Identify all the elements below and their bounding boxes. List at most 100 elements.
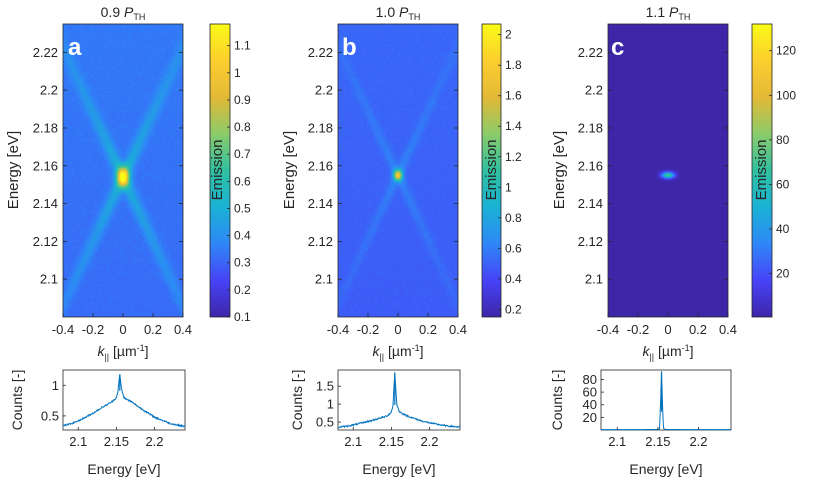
- panel-a-title: 0.9 PTH: [101, 4, 146, 22]
- ytick-label: 2.18: [33, 120, 58, 135]
- colorbar-tick-label: 80: [776, 133, 790, 147]
- panel-b-xlabel: k|| [µm-1]: [372, 343, 423, 362]
- spectrum-ytick-label: 20: [583, 410, 597, 425]
- spectrum-line: [62, 374, 185, 428]
- colorbar-tick-label: 1.8: [505, 58, 522, 72]
- ytick-label: 2.22: [308, 45, 333, 60]
- ytick-label: 2.14: [308, 196, 333, 211]
- panel-a-letter: a: [68, 34, 82, 61]
- xtick-label: 0.2: [419, 322, 437, 337]
- xtick-label: 0: [664, 322, 671, 337]
- xtick-label: 0.4: [174, 322, 192, 337]
- panel-c-yticks: 2.1 2.12 2.14 2.16 2.18 2.2 2.22: [578, 45, 728, 287]
- panel-c-spectrum-ylabel: Counts [-]: [549, 370, 565, 431]
- panel-b-ylabel: Energy [eV]: [281, 131, 298, 209]
- panel-b-spectrum-xlabel: Energy [eV]: [362, 461, 435, 477]
- ytick-label: 2.16: [33, 158, 58, 173]
- panel-b-spectrum: Counts [-] Energy [eV] 2.1 2.15 2.2 0.5 1 1.5: [289, 369, 461, 477]
- panel-c-xlabel: k|| [µm-1]: [642, 343, 693, 362]
- ytick-label: 2.1: [585, 272, 603, 287]
- xtick-label: -0.2: [627, 322, 649, 337]
- panel-a-spectrum: Counts [-] Energy [eV] 2.1 2.15 2.2 0.5 1: [9, 369, 186, 477]
- panel-c-letter: c: [611, 34, 624, 61]
- ytick-label: 2.1: [315, 272, 333, 287]
- colorbar-tick-label: 1.2: [505, 150, 522, 164]
- colorbar-tick-label: 0.2: [505, 302, 522, 316]
- colorbar-tick-label: 0.3: [234, 256, 251, 270]
- spectrum-xtick-label: 2.2: [145, 434, 163, 449]
- ytick-label: 2.22: [33, 45, 58, 60]
- colorbar-tick-label: 20: [776, 267, 790, 281]
- colorbar-tick-label: 0.8: [234, 120, 251, 134]
- colorbar-tick-label: 0.4: [234, 229, 251, 243]
- spectrum-ytick-label: 1.5: [316, 379, 334, 394]
- xtick-label: 0.2: [689, 322, 707, 337]
- xtick-label: -0.4: [327, 322, 349, 337]
- ytick-label: 2.12: [33, 234, 58, 249]
- colorbar-tick-label: 1: [505, 180, 512, 194]
- spectrum-ytick-label: 0.5: [41, 408, 59, 423]
- colorbar-tick-label: 0.5: [234, 201, 251, 215]
- spectrum-ytick-label: 0.5: [316, 415, 334, 430]
- ytick-label: 2.14: [33, 196, 58, 211]
- spectrum-xtick-label: 2.15: [379, 434, 404, 449]
- colorbar-tick-label: 0.2: [234, 283, 251, 297]
- xtick-label: 0.2: [144, 322, 162, 337]
- colorbar-tick-label: 0.1: [234, 310, 251, 324]
- panel-b-letter: b: [342, 34, 357, 61]
- panel-a-heatmap: [63, 24, 183, 317]
- xtick-label: 0.4: [449, 322, 467, 337]
- spectrum-xtick-label: 2.15: [104, 434, 129, 449]
- xtick-label: -0.2: [357, 322, 379, 337]
- ytick-label: 2.12: [578, 234, 603, 249]
- panel-b: 1.0 PTH b 2.1 2.12 2.14 2.16 2.18 2.2 2.22 -0.…: [281, 4, 522, 362]
- panel-b-colorbar-label: Emission: [483, 140, 500, 201]
- panel-a-colorbar: [209, 23, 231, 318]
- xtick-label: 0.4: [719, 322, 737, 337]
- panel-c-xticks: -0.4 -0.2 0 0.2 0.4: [597, 313, 737, 337]
- panel-b-yticks: 2.1 2.12 2.14 2.16 2.18 2.2 2.22: [308, 45, 458, 287]
- spectrum-axes-box: [337, 369, 461, 431]
- colorbar-tick-label: 0.6: [234, 174, 251, 188]
- panel-a: 0.9 PTH a 2.1 2.12 2.14 2.16 2.18 2.2 2.22 -0.…: [5, 4, 251, 362]
- panel-b-colorbar: [481, 23, 502, 318]
- ytick-label: 2.22: [578, 45, 603, 60]
- ytick-label: 2.2: [315, 83, 333, 98]
- colorbar-tick-label: 40: [776, 222, 790, 236]
- ytick-label: 2.16: [578, 158, 603, 173]
- xtick-label: 0: [394, 322, 401, 337]
- panel-c-spectrum: Counts [-] Energy [eV] 2.1 2.15 2.2 2040608…: [549, 369, 732, 477]
- panel-a-xticks: -0.4 -0.2 0 0.2 0.4: [52, 313, 192, 337]
- spectrum-xtick-label: 2.15: [645, 434, 670, 449]
- spectrum-axes-box: [62, 369, 186, 431]
- spectrum-ytick-label: 60: [583, 385, 597, 400]
- panel-c-title: 1.1 PTH: [646, 4, 691, 22]
- panel-c-colorbar-label: Emission: [753, 140, 770, 201]
- colorbar-tick-label: 2: [505, 28, 512, 42]
- colorbar-tick-label: 0.7: [234, 147, 251, 161]
- spectrum-xtick-label: 2.1: [344, 434, 362, 449]
- panel-a-spectrum-ylabel: Counts [-]: [9, 370, 25, 431]
- panel-c-colorbar-ticks: 20 40 60 80 100 120: [769, 44, 796, 281]
- panel-b-heatmap: [338, 24, 458, 317]
- xtick-label: -0.4: [52, 322, 74, 337]
- ytick-label: 2.2: [40, 83, 58, 98]
- colorbar-tick-label: 120: [776, 44, 796, 58]
- spectrum-ytick-label: 40: [583, 397, 597, 412]
- panel-b-colorbar-ticks: 0.2 0.4 0.6 0.8 1 1.2 1.4 1.6 1.8 2: [498, 28, 522, 316]
- colorbar-tick-label: 0.8: [505, 211, 522, 225]
- ytick-label: 2.2: [585, 83, 603, 98]
- ytick-label: 2.18: [578, 120, 603, 135]
- colorbar-tick-label: 100: [776, 88, 796, 102]
- panel-a-spectrum-xlabel: Energy [eV]: [87, 461, 160, 477]
- colorbar-tick-label: 0.4: [505, 272, 522, 286]
- panel-b-title: 1.0 PTH: [376, 4, 421, 22]
- ytick-label: 2.16: [308, 158, 333, 173]
- panel-c-spectrum-xlabel: Energy [eV]: [629, 461, 702, 477]
- spectrum-ytick-label: 1: [327, 397, 334, 412]
- ytick-label: 2.12: [308, 234, 333, 249]
- ytick-label: 2.1: [40, 272, 58, 287]
- spectrum-axes-box: [600, 369, 732, 431]
- panel-c: 1.1 PTH c 2.1 2.12 2.14 2.16 2.18 2.2 2.22 -0.…: [551, 4, 796, 362]
